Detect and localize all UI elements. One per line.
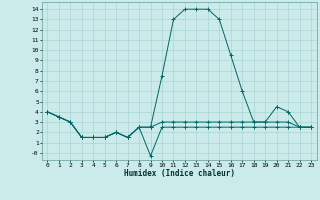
- X-axis label: Humidex (Indice chaleur): Humidex (Indice chaleur): [124, 169, 235, 178]
